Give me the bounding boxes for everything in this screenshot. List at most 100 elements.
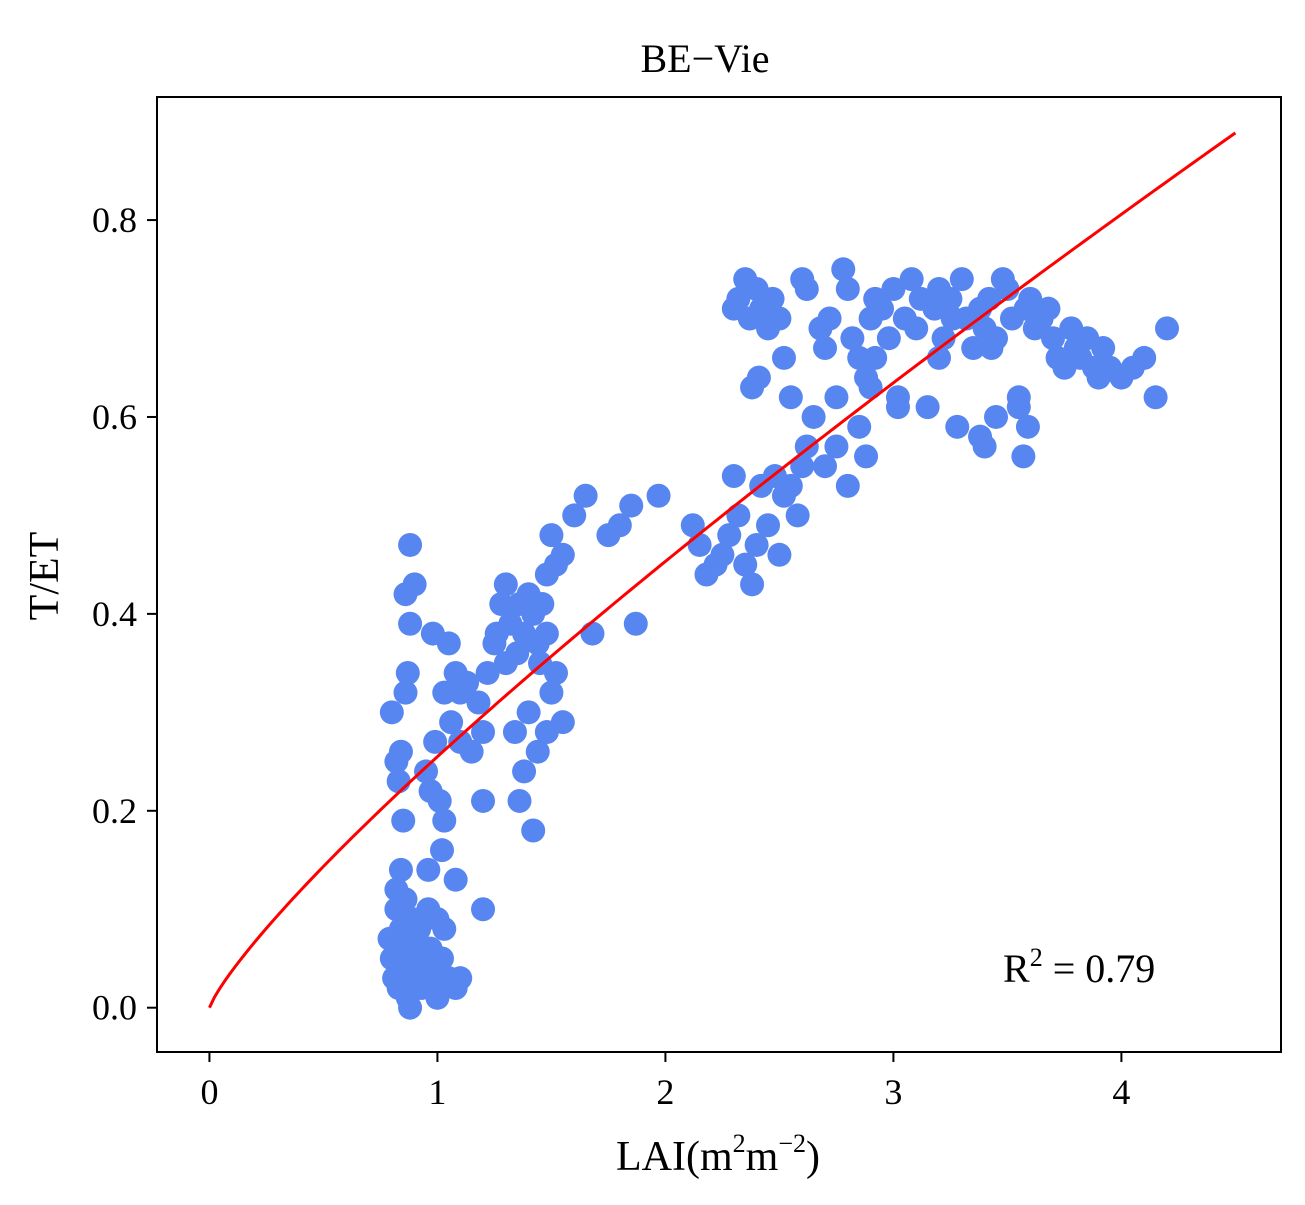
x-axis-label: LAI(m2m−2): [616, 1129, 820, 1180]
data-point: [493, 651, 518, 676]
data-point: [835, 276, 860, 301]
x-tick-label: 4: [1112, 1072, 1130, 1112]
data-point: [744, 532, 769, 557]
data-point: [940, 306, 965, 331]
data-point: [471, 897, 496, 922]
data-point: [550, 542, 575, 567]
data-point: [767, 542, 792, 567]
points-layer: [377, 257, 1180, 1020]
data-point: [790, 454, 815, 479]
data-point: [979, 336, 1004, 361]
r-squared-annotation: R2 = 0.79: [1003, 943, 1155, 991]
data-point: [395, 660, 420, 685]
data-point: [746, 365, 771, 390]
data-point: [904, 316, 929, 341]
data-point: [429, 946, 454, 971]
data-point: [778, 473, 803, 498]
data-point: [931, 326, 956, 351]
data-point: [785, 503, 810, 528]
data-point: [398, 611, 423, 636]
data-point: [425, 985, 450, 1010]
data-point: [391, 808, 416, 833]
data-point: [562, 503, 587, 528]
data-point: [840, 326, 865, 351]
data-point: [471, 720, 496, 745]
data-point: [717, 523, 742, 548]
data-point: [881, 276, 906, 301]
data-point: [831, 257, 856, 282]
data-point: [801, 404, 826, 429]
data-point: [870, 296, 895, 321]
y-tick-label: 0.2: [92, 791, 137, 831]
x-tick-label: 1: [428, 1072, 446, 1112]
data-point: [945, 414, 970, 439]
data-point: [402, 572, 427, 597]
data-point: [475, 660, 500, 685]
data-point: [432, 916, 457, 941]
data-point: [539, 523, 564, 548]
data-point: [915, 395, 940, 420]
data-point: [407, 916, 432, 941]
data-point: [429, 838, 454, 863]
data-point: [733, 552, 758, 577]
data-point: [466, 690, 491, 715]
data-point: [619, 493, 644, 518]
data-point: [1036, 296, 1061, 321]
data-point: [972, 434, 997, 459]
data-point: [539, 680, 564, 705]
data-point: [1011, 444, 1036, 469]
data-point: [436, 631, 461, 656]
y-axis-label: T/ET: [22, 532, 68, 621]
y-tick-label: 0.6: [92, 397, 137, 437]
data-point: [448, 966, 473, 991]
data-point: [455, 670, 480, 695]
data-point: [443, 867, 468, 892]
data-point: [550, 710, 575, 735]
data-point: [398, 995, 423, 1020]
data-point: [607, 513, 632, 538]
data-point: [502, 720, 527, 745]
x-axis-ticks: 0 1 2 3 4: [200, 1052, 1130, 1112]
data-point: [646, 483, 671, 508]
data-point: [847, 345, 872, 370]
data-point: [726, 286, 751, 311]
data-point: [767, 306, 792, 331]
data-point: [824, 385, 849, 410]
fit-line: [208, 131, 1237, 1009]
data-point: [854, 444, 879, 469]
data-point: [938, 286, 963, 311]
data-point: [1006, 395, 1031, 420]
data-point: [573, 483, 598, 508]
data-point: [835, 473, 860, 498]
data-point: [984, 404, 1009, 429]
plot-area-frame: [156, 96, 1282, 1053]
data-point: [493, 572, 518, 597]
data-point: [847, 414, 872, 439]
x-tick-label: 3: [884, 1072, 902, 1112]
data-point: [386, 769, 411, 794]
x-tick-label: 2: [656, 1072, 674, 1112]
data-point: [427, 788, 452, 813]
data-point: [388, 739, 413, 764]
data-point: [623, 611, 648, 636]
data-point: [521, 818, 546, 843]
data-point: [854, 365, 879, 390]
data-point: [756, 513, 781, 538]
data-point: [710, 542, 735, 567]
data-point: [687, 532, 712, 557]
x-tick-label: 0: [200, 1072, 218, 1112]
data-point: [580, 621, 605, 646]
data-point: [432, 808, 457, 833]
data-point: [740, 572, 765, 597]
data-point: [1155, 316, 1180, 341]
data-point: [824, 434, 849, 459]
data-point: [885, 395, 910, 420]
data-point: [423, 729, 448, 754]
y-tick-label: 0.8: [92, 200, 137, 240]
data-point: [439, 710, 464, 735]
data-point: [680, 513, 705, 538]
data-point: [813, 454, 838, 479]
data-point: [1132, 345, 1157, 370]
y-tick-label: 0.4: [92, 594, 137, 634]
data-point: [1041, 326, 1066, 351]
